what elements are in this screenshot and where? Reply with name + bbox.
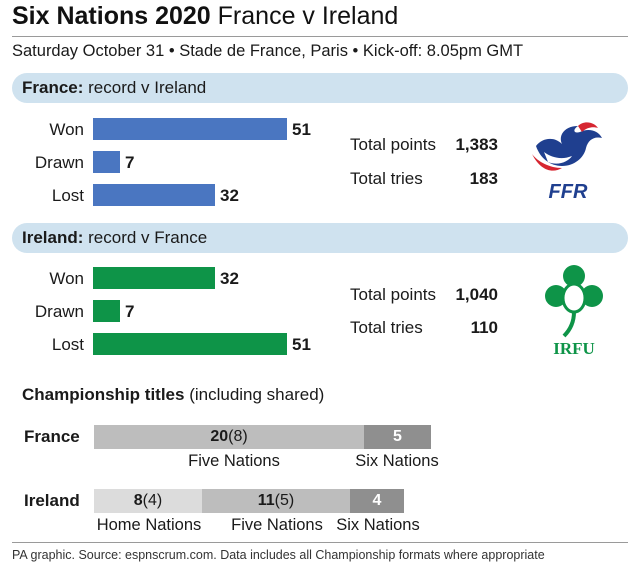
ireland-team-name: Ireland: [22,228,84,247]
ireland-five-shared: (5) [274,492,295,509]
ireland-drawn-label: Drawn [34,302,84,321]
ireland-won-value: 32 [220,269,239,288]
ireland-drawn-bar [93,300,120,322]
france-total-points-value: 1,383 [455,135,498,154]
footnote: PA graphic. Source: espnscrum.com. Data … [12,548,545,562]
shamrock-logo-icon: IRFU [534,260,614,360]
ireland-six-nations-segment: 4 [350,489,404,513]
france-lost-value: 32 [220,186,239,205]
ireland-home-nations-segment: 8 (4) [94,489,202,513]
rooster-logo-icon: FFR [528,118,608,204]
france-five-caption: Five Nations [188,452,280,470]
france-lost-label: Lost [51,186,84,205]
ireland-won-label: Won [49,269,84,288]
ireland-home-shared: (4) [142,492,163,509]
title-rest: France v Ireland [210,2,399,30]
france-band [12,73,628,103]
ireland-drawn-value: 7 [125,302,135,321]
france-total-points-label: Total points [350,135,436,154]
ireland-six-value: 4 [372,492,382,509]
france-drawn-value: 7 [125,153,135,172]
ireland-band-label: Ireland: record v France [22,223,207,253]
france-lost-bar [93,184,215,206]
divider [12,36,628,37]
championship-ireland-label: Ireland [24,491,80,510]
ireland-lost-bar [93,333,287,355]
france-won-label: Won [49,120,84,139]
title-bold: Six Nations 2020 [12,2,211,30]
france-total-tries-label: Total tries [350,169,423,188]
france-six-nations-segment: 5 [364,425,431,449]
france-total-tries-value: 183 [469,169,498,188]
championship-heading-bold: Championship titles [22,385,185,404]
france-drawn-bar [93,151,120,173]
ireland-home-caption: Home Nations [96,516,202,534]
subtitle: Saturday October 31 • Stade de France, P… [12,42,524,60]
ffr-logo-text: FFR [549,181,588,203]
ireland-total-points-value: 1,040 [455,285,498,304]
france-won-bar [93,118,287,140]
footer-divider [12,542,628,543]
france-six-caption: Six Nations [355,452,439,470]
ireland-band [12,223,628,253]
france-drawn-label: Drawn [34,153,84,172]
france-record-label: record v Ireland [83,78,207,97]
ireland-five-caption: Five Nations [231,516,323,534]
ireland-lost-value: 51 [292,335,311,354]
irfu-logo-text: IRFU [553,339,595,358]
france-five-shared: (8) [228,428,248,445]
france-five-nations-segment: 20 (8) [94,425,364,449]
ireland-home-value: 8 [133,492,143,509]
france-won-value: 51 [292,120,311,139]
ireland-total-points-label: Total points [350,285,436,304]
ireland-six-caption: Six Nations [336,516,420,534]
ireland-total-tries-value: 110 [470,318,498,337]
championship-france-label: France [24,427,80,446]
france-band-label: France: record v Ireland [22,73,206,103]
page-title: Six Nations 2020 France v Ireland [12,2,398,31]
championship-heading-rest: (including shared) [184,385,325,404]
ireland-lost-label: Lost [51,335,84,354]
ireland-record-label: record v France [83,228,208,247]
france-six-value: 5 [393,428,402,445]
france-team-name: France: [22,78,84,97]
ireland-five-nations-segment: 11 (5) [202,489,350,513]
ireland-five-value: 11 [257,492,275,509]
france-five-value: 20 [210,428,229,445]
ireland-total-tries-label: Total tries [350,318,423,337]
ireland-won-bar [93,267,215,289]
championship-heading: Championship titles (including shared) [22,385,324,405]
